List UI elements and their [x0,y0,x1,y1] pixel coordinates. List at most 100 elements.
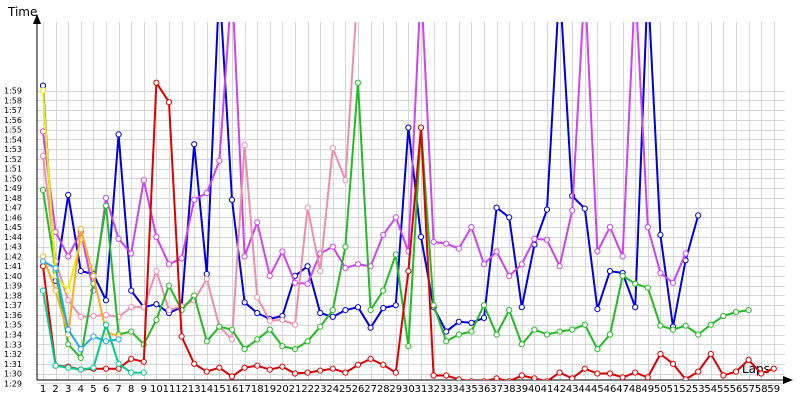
x-tick-label: 55 [717,384,730,395]
data-point [543,206,551,213]
data-point [102,311,110,319]
data-point [682,250,689,257]
y-tick-label: 1:31 [4,360,22,369]
data-point [102,338,110,345]
data-point [543,236,551,243]
y-axis-title: Time [7,5,37,19]
data-point [455,376,462,380]
data-point [619,272,626,279]
data-point [165,99,173,106]
data-point [39,258,47,265]
data-point [291,321,299,328]
data-point [380,305,387,312]
data-point [140,177,147,184]
x-tick-label: 3 [65,384,71,395]
data-point [657,322,664,329]
data-point [128,250,135,257]
data-point [228,336,236,343]
data-point [266,326,273,333]
data-point [443,240,450,247]
data-point [77,366,84,373]
data-point [354,361,362,368]
data-point [606,268,614,275]
data-point [669,326,677,333]
x-tick-label: 47 [616,384,629,395]
y-tick-label: 1:46 [4,213,22,222]
data-point [354,304,362,311]
x-axis-arrow-icon [783,376,793,384]
data-point [39,87,47,94]
data-point [342,177,349,184]
data-point [342,307,349,314]
data-point [417,233,425,240]
data-point [745,356,752,363]
data-point [191,292,198,299]
data-point [669,360,677,367]
data-point [405,124,412,131]
data-point [191,360,198,367]
data-point [405,268,412,275]
data-point [506,307,513,314]
data-point [39,152,47,159]
data-point [443,338,450,345]
x-tick-label: 41 [541,384,554,395]
data-point [493,375,500,380]
data-point [65,191,72,198]
data-point [254,309,261,317]
x-tick-label: 53 [692,384,705,395]
data-point [140,358,147,365]
data-point [317,367,324,374]
x-tick-label: 12 [175,384,188,395]
data-point [216,157,223,164]
data-point [216,364,223,371]
data-point [128,328,135,335]
x-tick-label: 37 [490,384,503,395]
data-point [770,365,777,372]
x-tick-label: 30 [402,384,415,395]
y-tick-label: 1:50 [4,174,22,183]
data-point [153,301,160,308]
data-point [317,323,324,330]
data-point [317,268,324,275]
y-tick-label: 1:58 [4,96,22,105]
data-point [682,376,689,380]
series-9 [39,287,147,376]
data-point [115,360,122,367]
data-point [77,268,84,275]
data-point [191,141,198,148]
x-tick-label: 40 [528,384,541,395]
data-point [405,343,412,350]
data-point [481,378,487,380]
data-point [695,331,702,338]
data-point [380,287,387,294]
x-tick-label: 31 [415,384,428,395]
data-point [430,372,437,379]
y-tick-label: 1:40 [4,272,22,281]
x-tick-label: 5 [90,384,96,395]
data-point [304,263,311,270]
y-tick-label: 1:53 [4,145,22,154]
data-point [594,248,601,255]
data-point [430,238,437,245]
data-point [531,375,538,380]
data-point [657,269,664,277]
y-tick-label: 1:43 [4,243,22,252]
data-point [115,235,122,242]
x-tick-label: 45 [591,384,604,395]
y-tick-label: 1:38 [4,291,22,300]
data-point [165,282,173,289]
y-tick-label: 1:54 [4,135,22,144]
data-point [581,365,588,372]
y-axis-arrow-icon [33,14,41,24]
data-point [266,317,273,324]
x-tick-label: 10 [150,384,163,395]
x-tick-label: 22 [301,384,314,395]
x-tick-label: 4 [78,384,84,395]
data-point [291,279,299,286]
x-tick-label: 49 [641,384,654,395]
data-point [228,373,236,380]
data-point [52,265,59,272]
data-point [102,194,110,201]
data-point [644,224,651,231]
x-tick-label: 48 [629,384,642,395]
